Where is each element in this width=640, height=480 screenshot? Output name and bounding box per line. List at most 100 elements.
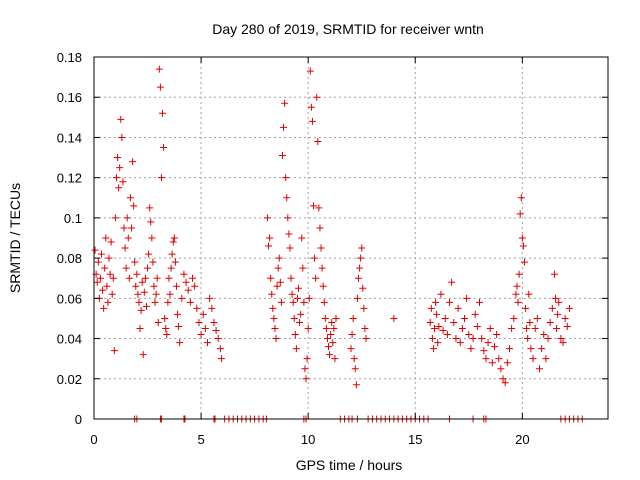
data-point [432, 298, 440, 306]
data-point [191, 282, 199, 290]
data-point [289, 298, 297, 306]
y-tick-label: 0.18 [57, 50, 82, 65]
data-point [533, 314, 541, 322]
data-point [313, 93, 321, 101]
data-point [156, 83, 164, 91]
data-point [124, 234, 132, 242]
data-point [295, 284, 303, 292]
data-point [548, 304, 556, 312]
data-point [325, 343, 333, 351]
data-point [426, 318, 434, 326]
data-point [508, 325, 516, 332]
data-point [435, 322, 443, 330]
data-point [206, 294, 214, 302]
data-point [162, 325, 170, 332]
data-point [135, 298, 143, 306]
data-point [437, 290, 445, 298]
data-point [301, 365, 309, 373]
data-point [174, 310, 182, 318]
data-point [273, 282, 281, 290]
data-point [300, 298, 308, 306]
data-point [169, 238, 177, 246]
data-point [104, 298, 112, 306]
data-point [476, 298, 483, 306]
data-point [328, 318, 336, 326]
data-point [130, 202, 138, 210]
data-point [429, 345, 437, 353]
data-point [150, 282, 158, 290]
data-point [127, 224, 135, 232]
data-point [267, 274, 275, 282]
data-point [499, 375, 507, 383]
x-axis-ticks: 0 5 10 15 20 [90, 57, 530, 447]
data-point [167, 264, 175, 272]
data-point [106, 270, 114, 278]
x-tick-label: 15 [408, 432, 422, 447]
data-point [316, 224, 324, 232]
data-point [357, 254, 365, 262]
data-point [480, 347, 488, 355]
data-point [121, 244, 129, 252]
data-point [154, 318, 162, 326]
data-point [360, 304, 368, 312]
data-point [510, 314, 518, 322]
data-point [119, 178, 127, 186]
x-tick-label: 10 [301, 432, 315, 447]
data-point [186, 298, 194, 306]
data-point [286, 244, 294, 252]
data-point [193, 304, 201, 312]
data-point [103, 282, 111, 290]
data-point [349, 314, 357, 322]
data-point [317, 244, 325, 252]
data-point [529, 355, 537, 363]
data-point [390, 314, 398, 322]
data-point [118, 133, 126, 141]
data-point [561, 314, 569, 322]
data-point [559, 339, 567, 347]
data-point [306, 67, 314, 75]
data-point [182, 278, 190, 286]
data-point [140, 288, 148, 296]
data-point [285, 230, 293, 238]
data-point [495, 355, 503, 363]
data-point [272, 335, 280, 343]
data-point [212, 327, 220, 335]
data-point [136, 325, 144, 332]
data-point [516, 210, 524, 218]
data-point [348, 331, 356, 339]
data-point [278, 152, 286, 160]
data-point [131, 258, 139, 266]
data-point [275, 254, 283, 262]
data-point [469, 335, 477, 343]
data-point [165, 274, 173, 282]
data-point [291, 331, 299, 339]
data-point [433, 310, 441, 318]
data-point [116, 164, 124, 172]
data-point [315, 204, 323, 212]
data-point [132, 282, 140, 290]
data-point [274, 264, 282, 272]
data-point [320, 298, 328, 306]
data-point [303, 355, 311, 363]
data-point [520, 258, 528, 266]
data-point [123, 214, 131, 222]
data-point [160, 144, 168, 151]
data-point [282, 174, 290, 182]
data-point [448, 278, 456, 286]
data-point [540, 331, 548, 339]
data-point [347, 345, 355, 353]
data-point [305, 294, 313, 302]
x-tick-label: 20 [515, 432, 529, 447]
data-point [280, 123, 288, 131]
data-point [299, 264, 307, 272]
data-point [434, 339, 442, 347]
data-point [276, 278, 284, 286]
data-point [525, 290, 533, 298]
data-point [91, 246, 99, 254]
data-point [170, 234, 178, 242]
data-point [293, 294, 301, 302]
data-point [122, 264, 130, 272]
data-point [454, 304, 462, 312]
data-point [281, 99, 289, 107]
data-point [161, 314, 169, 322]
